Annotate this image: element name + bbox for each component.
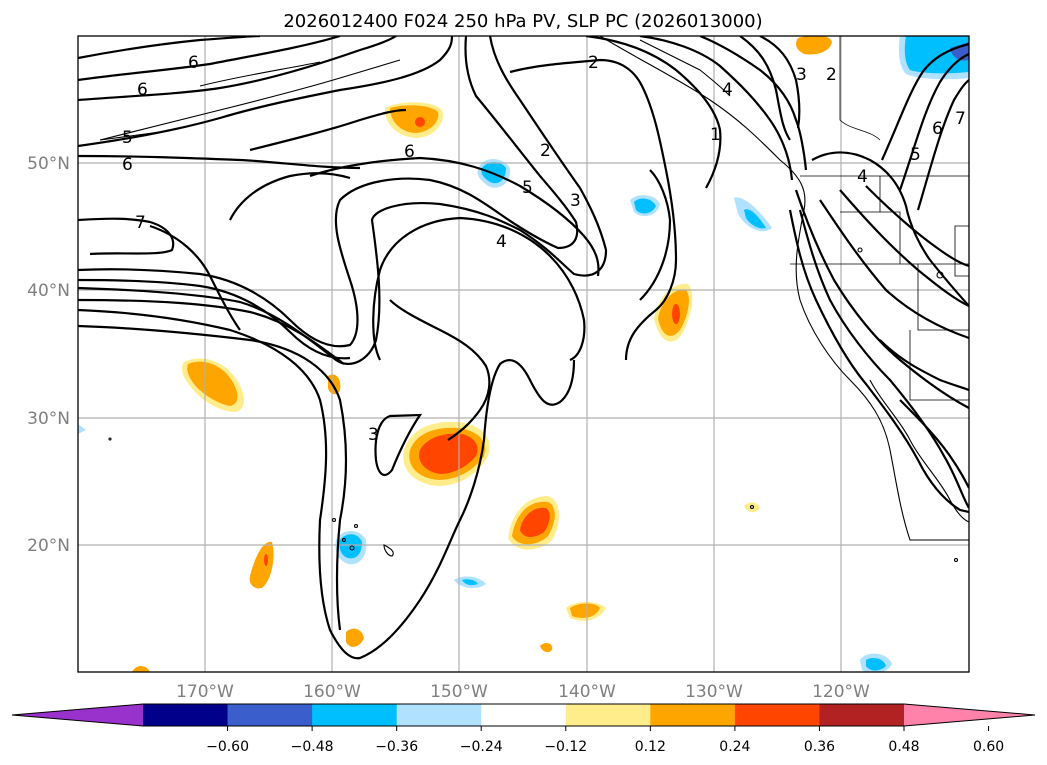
colorbar-tick-label: 0.24 xyxy=(719,739,750,755)
pv-positive-blob xyxy=(796,36,832,55)
contour-label-4-b: 4 xyxy=(722,80,733,100)
colorbar-segment xyxy=(396,704,482,726)
contour-labels: 6 6 5 6 7 6 2 5 3 4 2 4 1 3 2 4 5 6 7 3 xyxy=(122,53,966,445)
pv-negative-blob xyxy=(78,424,86,434)
pv-negative-blob xyxy=(866,658,886,671)
pv-positive-core xyxy=(672,304,680,324)
colorbar-tick-label: −0.48 xyxy=(291,739,334,755)
contour-label-2-b: 2 xyxy=(540,141,551,161)
map-panel xyxy=(78,36,969,672)
pv-positive-core xyxy=(264,554,268,566)
contour-label-3-b: 3 xyxy=(796,65,807,85)
pv-positive-blob xyxy=(540,643,553,653)
latitude-labels: 50°N 40°N 30°N 20°N xyxy=(27,154,70,556)
colorbar-tick-label: −0.36 xyxy=(375,739,418,755)
colorbar-segment xyxy=(481,704,567,726)
pv-positive-blob xyxy=(187,361,238,406)
figure-title: 2026012400 F024 250 hPa PV, SLP PC (2026… xyxy=(283,11,762,32)
lon-label-150w: 150°W xyxy=(430,682,488,702)
lat-label-20n: 20°N xyxy=(27,536,70,556)
colorbar-tick-label: −0.60 xyxy=(206,739,249,755)
contour-label-7-b: 7 xyxy=(955,109,966,129)
contour-label-6-d: 6 xyxy=(404,142,415,162)
pv-positive-core xyxy=(419,433,478,474)
colorbar-segment xyxy=(734,704,820,726)
contour-label-5-a: 5 xyxy=(122,128,133,148)
slp-contours xyxy=(78,36,969,660)
contour-label-6-e: 6 xyxy=(932,119,943,139)
colorbar-tick-label: 0.36 xyxy=(804,739,835,755)
pv-shading xyxy=(78,36,969,672)
graticule xyxy=(78,36,969,672)
colorbar-tick-label: −0.12 xyxy=(544,739,587,755)
colorbar-segment xyxy=(819,704,905,726)
contour-label-6-b: 6 xyxy=(137,80,148,100)
contour-label-5-c: 5 xyxy=(910,145,921,165)
longitude-labels: 170°W 160°W 150°W 140°W 130°W 120°W xyxy=(176,682,870,702)
pv-negative-blob xyxy=(634,198,656,214)
pv-negative-blob xyxy=(462,579,478,586)
pv-positive-blob xyxy=(744,502,760,513)
contour-label-4-a: 4 xyxy=(496,232,507,252)
colorbar-tick-label: 0.48 xyxy=(888,739,919,755)
lat-label-50n: 50°N xyxy=(27,154,70,174)
pv-positive-blob xyxy=(328,374,341,395)
colorbar-extend-high xyxy=(904,704,1035,726)
contour-label-2-a: 2 xyxy=(588,53,599,73)
lon-label-130w: 130°W xyxy=(685,682,743,702)
colorbar-segment xyxy=(227,704,313,726)
lon-label-120w: 120°W xyxy=(812,682,870,702)
lon-label-140w: 140°W xyxy=(558,682,616,702)
colorbar-segment xyxy=(565,704,651,726)
colorbar-segment xyxy=(650,704,736,726)
pv-positive-blob xyxy=(570,603,600,618)
pv-positive-blob xyxy=(390,105,439,133)
pv-positive-core xyxy=(520,507,550,537)
colorbar-segment xyxy=(312,704,398,726)
colorbar-tick-label: −0.24 xyxy=(460,739,503,755)
pv-positive-blob xyxy=(346,628,364,647)
contour-label-3-c: 3 xyxy=(368,425,379,445)
contour-label-1-a: 1 xyxy=(710,125,721,145)
contour-label-3-a: 3 xyxy=(570,191,581,211)
contour-label-6-a: 6 xyxy=(188,53,199,73)
contour-label-4-c: 4 xyxy=(857,167,868,187)
coastlines xyxy=(99,36,969,563)
lon-label-160w: 160°W xyxy=(303,682,361,702)
colorbar-segment xyxy=(143,704,229,726)
colorbar: −0.60 −0.48 −0.36 −0.24 −0.12 0.12 0.24 0.36 0.4… xyxy=(11,703,1036,755)
colorbar-outline xyxy=(11,703,1036,727)
contour-label-6-c: 6 xyxy=(122,155,133,175)
pv-positive-blob xyxy=(249,541,274,589)
contour-label-2-c: 2 xyxy=(826,65,837,85)
colorbar-extend-low xyxy=(12,704,143,726)
pv-negative-blob xyxy=(744,209,766,229)
contour-label-5-b: 5 xyxy=(522,178,533,198)
lat-label-40n: 40°N xyxy=(27,281,70,301)
lon-label-170w: 170°W xyxy=(176,682,234,702)
pv-positive-core xyxy=(415,117,425,127)
lat-label-30n: 30°N xyxy=(27,409,70,429)
map-frame xyxy=(77,35,970,673)
colorbar-tick-label: 0.12 xyxy=(635,739,666,755)
contour-label-7-a: 7 xyxy=(135,213,146,233)
colorbar-tick-label: 0.60 xyxy=(973,739,1004,755)
pv-positive-blob xyxy=(132,666,150,672)
